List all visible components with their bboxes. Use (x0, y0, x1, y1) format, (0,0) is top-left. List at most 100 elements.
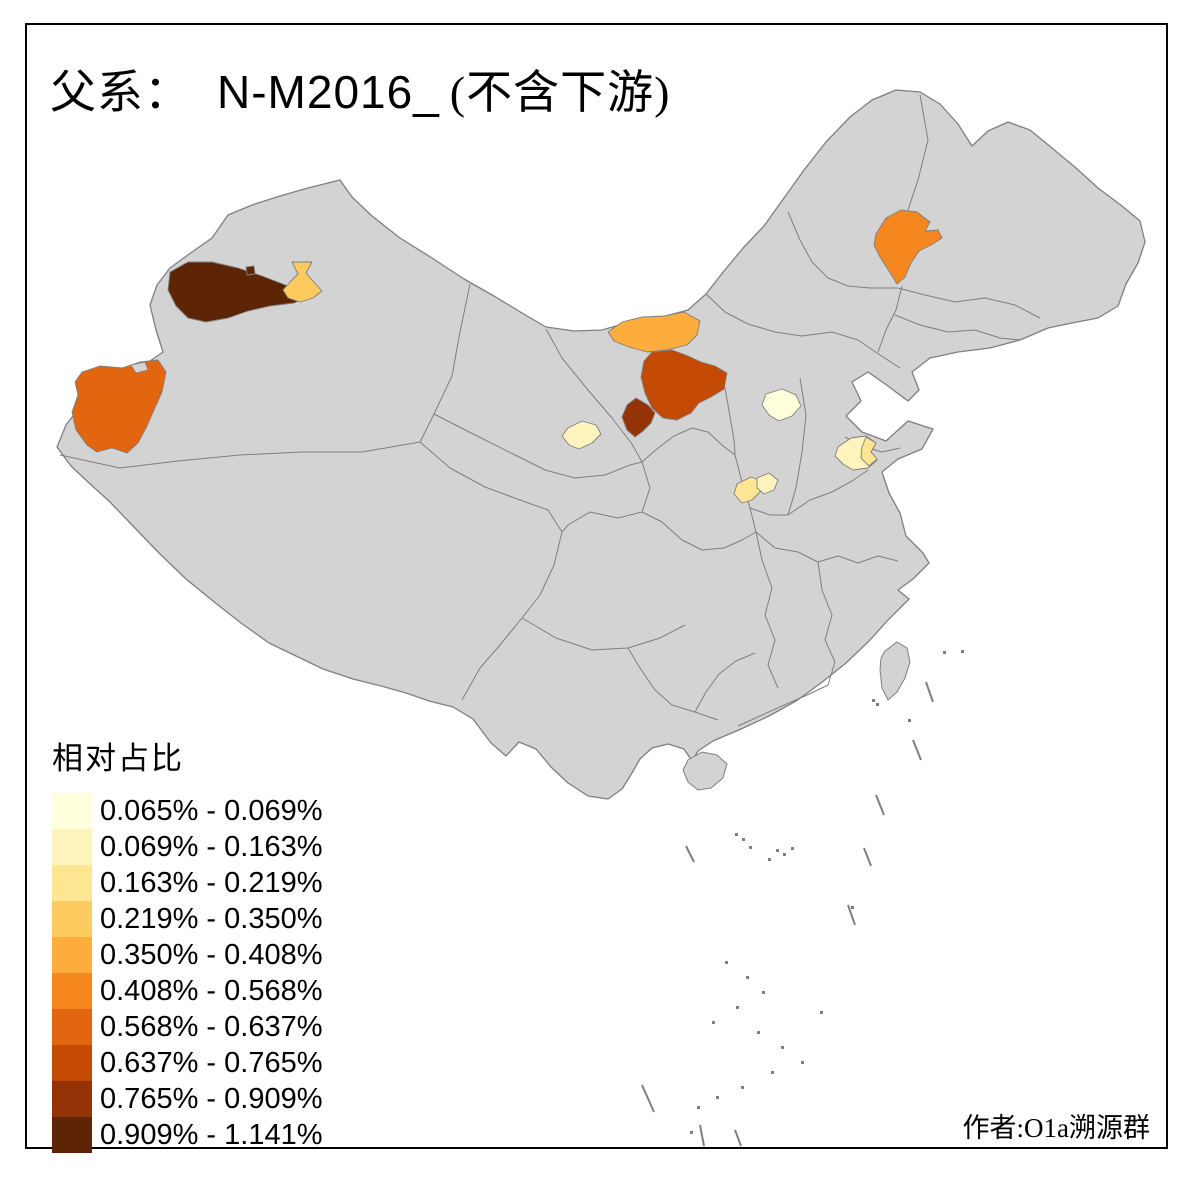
sea-boundary-dash (863, 847, 872, 867)
region-inner-mongolia-south (640, 349, 728, 421)
region-inner-mongolia-north (607, 311, 701, 353)
legend-row: 0.163% - 0.219% (52, 865, 322, 901)
title-code: N-M2016_ (217, 66, 440, 118)
province-boundary (737, 684, 829, 727)
region-henan-central (733, 476, 763, 504)
island-speck (716, 1096, 719, 1099)
island-hainan (682, 751, 728, 791)
sea-boundary-dash (925, 681, 934, 703)
island-speck (783, 853, 786, 856)
legend-row: 0.065% - 0.069% (52, 793, 322, 829)
title-prefix: 父系： (50, 67, 191, 118)
island-speck (771, 1071, 774, 1074)
region-shandong-west-b (860, 436, 878, 467)
island-speck (712, 1021, 715, 1024)
sea-boundary-dash (734, 1129, 742, 1147)
province-boundary (787, 377, 807, 516)
legend-swatch (52, 1045, 92, 1081)
sea-boundary-dash (699, 1124, 705, 1147)
legend-label: 0.909% - 1.141% (100, 1118, 323, 1151)
island-speck (943, 651, 946, 654)
region-gansu-central (561, 420, 602, 450)
region-ningxia-north (621, 397, 656, 438)
legend-row: 0.637% - 0.765% (52, 1045, 322, 1081)
island-speck (741, 1086, 744, 1089)
province-boundary (705, 293, 901, 369)
island-speck (872, 699, 875, 702)
legend-row: 0.069% - 0.163% (52, 829, 322, 865)
island-speck (776, 849, 779, 852)
island-speck (781, 1046, 784, 1049)
region-shanxi-central (761, 388, 802, 422)
province-boundary (545, 328, 643, 463)
title-suffix: (不含下游) (449, 67, 671, 118)
province-boundary (755, 531, 779, 689)
legend-swatch (52, 865, 92, 901)
province-boundary (641, 511, 757, 551)
island-speck (697, 1106, 700, 1109)
legend-label: 0.637% - 0.765% (100, 1046, 323, 1079)
island-speck (757, 1031, 760, 1034)
china-mainland (56, 89, 1146, 800)
island-speck (801, 1061, 804, 1064)
sea-boundary-dash (847, 904, 856, 926)
province-boundary (787, 211, 898, 289)
island-speck (725, 961, 728, 964)
legend-swatch (52, 793, 92, 829)
province-boundary (894, 314, 1021, 341)
legend-title: 相对占比 (52, 741, 184, 776)
sea-boundary-dash (685, 845, 695, 863)
legend-label: 0.219% - 0.350% (100, 902, 323, 935)
sea-boundary-dash (912, 739, 922, 761)
island-speck (762, 991, 765, 994)
region-xinjiang-ili (167, 261, 311, 323)
province-boundary (419, 441, 563, 533)
legend-swatch (52, 1117, 92, 1153)
island-taiwan (879, 641, 911, 701)
legend-row: 0.350% - 0.408% (52, 937, 322, 973)
sea-boundary-dash (641, 1084, 655, 1113)
legend-label: 0.765% - 0.909% (100, 1082, 323, 1115)
region-xinjiang-central (282, 261, 323, 303)
island-speck (851, 906, 854, 909)
province-boundary (59, 441, 421, 469)
legend-label: 0.069% - 0.163% (100, 830, 323, 863)
region-xinjiang-southwest (71, 359, 167, 454)
region-xinjiang-ili-enclave (245, 265, 256, 276)
island-speck (736, 1006, 739, 1009)
province-boundary (521, 617, 686, 651)
page-title: 父系： N-M2016_ (不含下游) (50, 56, 670, 122)
legend-swatch (52, 1009, 92, 1045)
province-boundary (897, 287, 1041, 319)
island-speck (961, 650, 964, 653)
region-northeast-qiqihar (873, 209, 943, 285)
province-boundary (561, 461, 651, 533)
island-speck (820, 1011, 823, 1014)
legend-swatch (52, 1081, 92, 1117)
province-boundary (627, 647, 719, 721)
island-speck (768, 858, 771, 861)
province-boundary (907, 94, 929, 211)
province-boundary (694, 652, 756, 713)
island-speck (876, 703, 879, 706)
island-speck (690, 1131, 693, 1134)
province-boundary (787, 469, 869, 516)
attribution: 作者:O1a溯源群 (962, 1113, 1150, 1143)
region-henan-central-b (756, 472, 779, 495)
province-boundary (877, 285, 903, 353)
legend-swatch (52, 937, 92, 973)
legend-label: 0.350% - 0.408% (100, 938, 323, 971)
province-boundary (755, 531, 899, 564)
province-boundary (817, 561, 836, 686)
island-speck (791, 847, 794, 850)
legend-row: 0.765% - 0.909% (52, 1081, 322, 1117)
xinjiang-southwest-hole (130, 361, 149, 374)
legend-row: 0.219% - 0.350% (52, 901, 322, 937)
legend-swatch (52, 829, 92, 865)
legend: 相对占比 0.065% - 0.069% 0.069% - 0.163% 0.163… (52, 733, 322, 1153)
province-boundary (433, 413, 643, 479)
island-speck (908, 719, 911, 722)
island-speck (742, 838, 745, 841)
legend-row: 0.909% - 1.141% (52, 1117, 322, 1153)
